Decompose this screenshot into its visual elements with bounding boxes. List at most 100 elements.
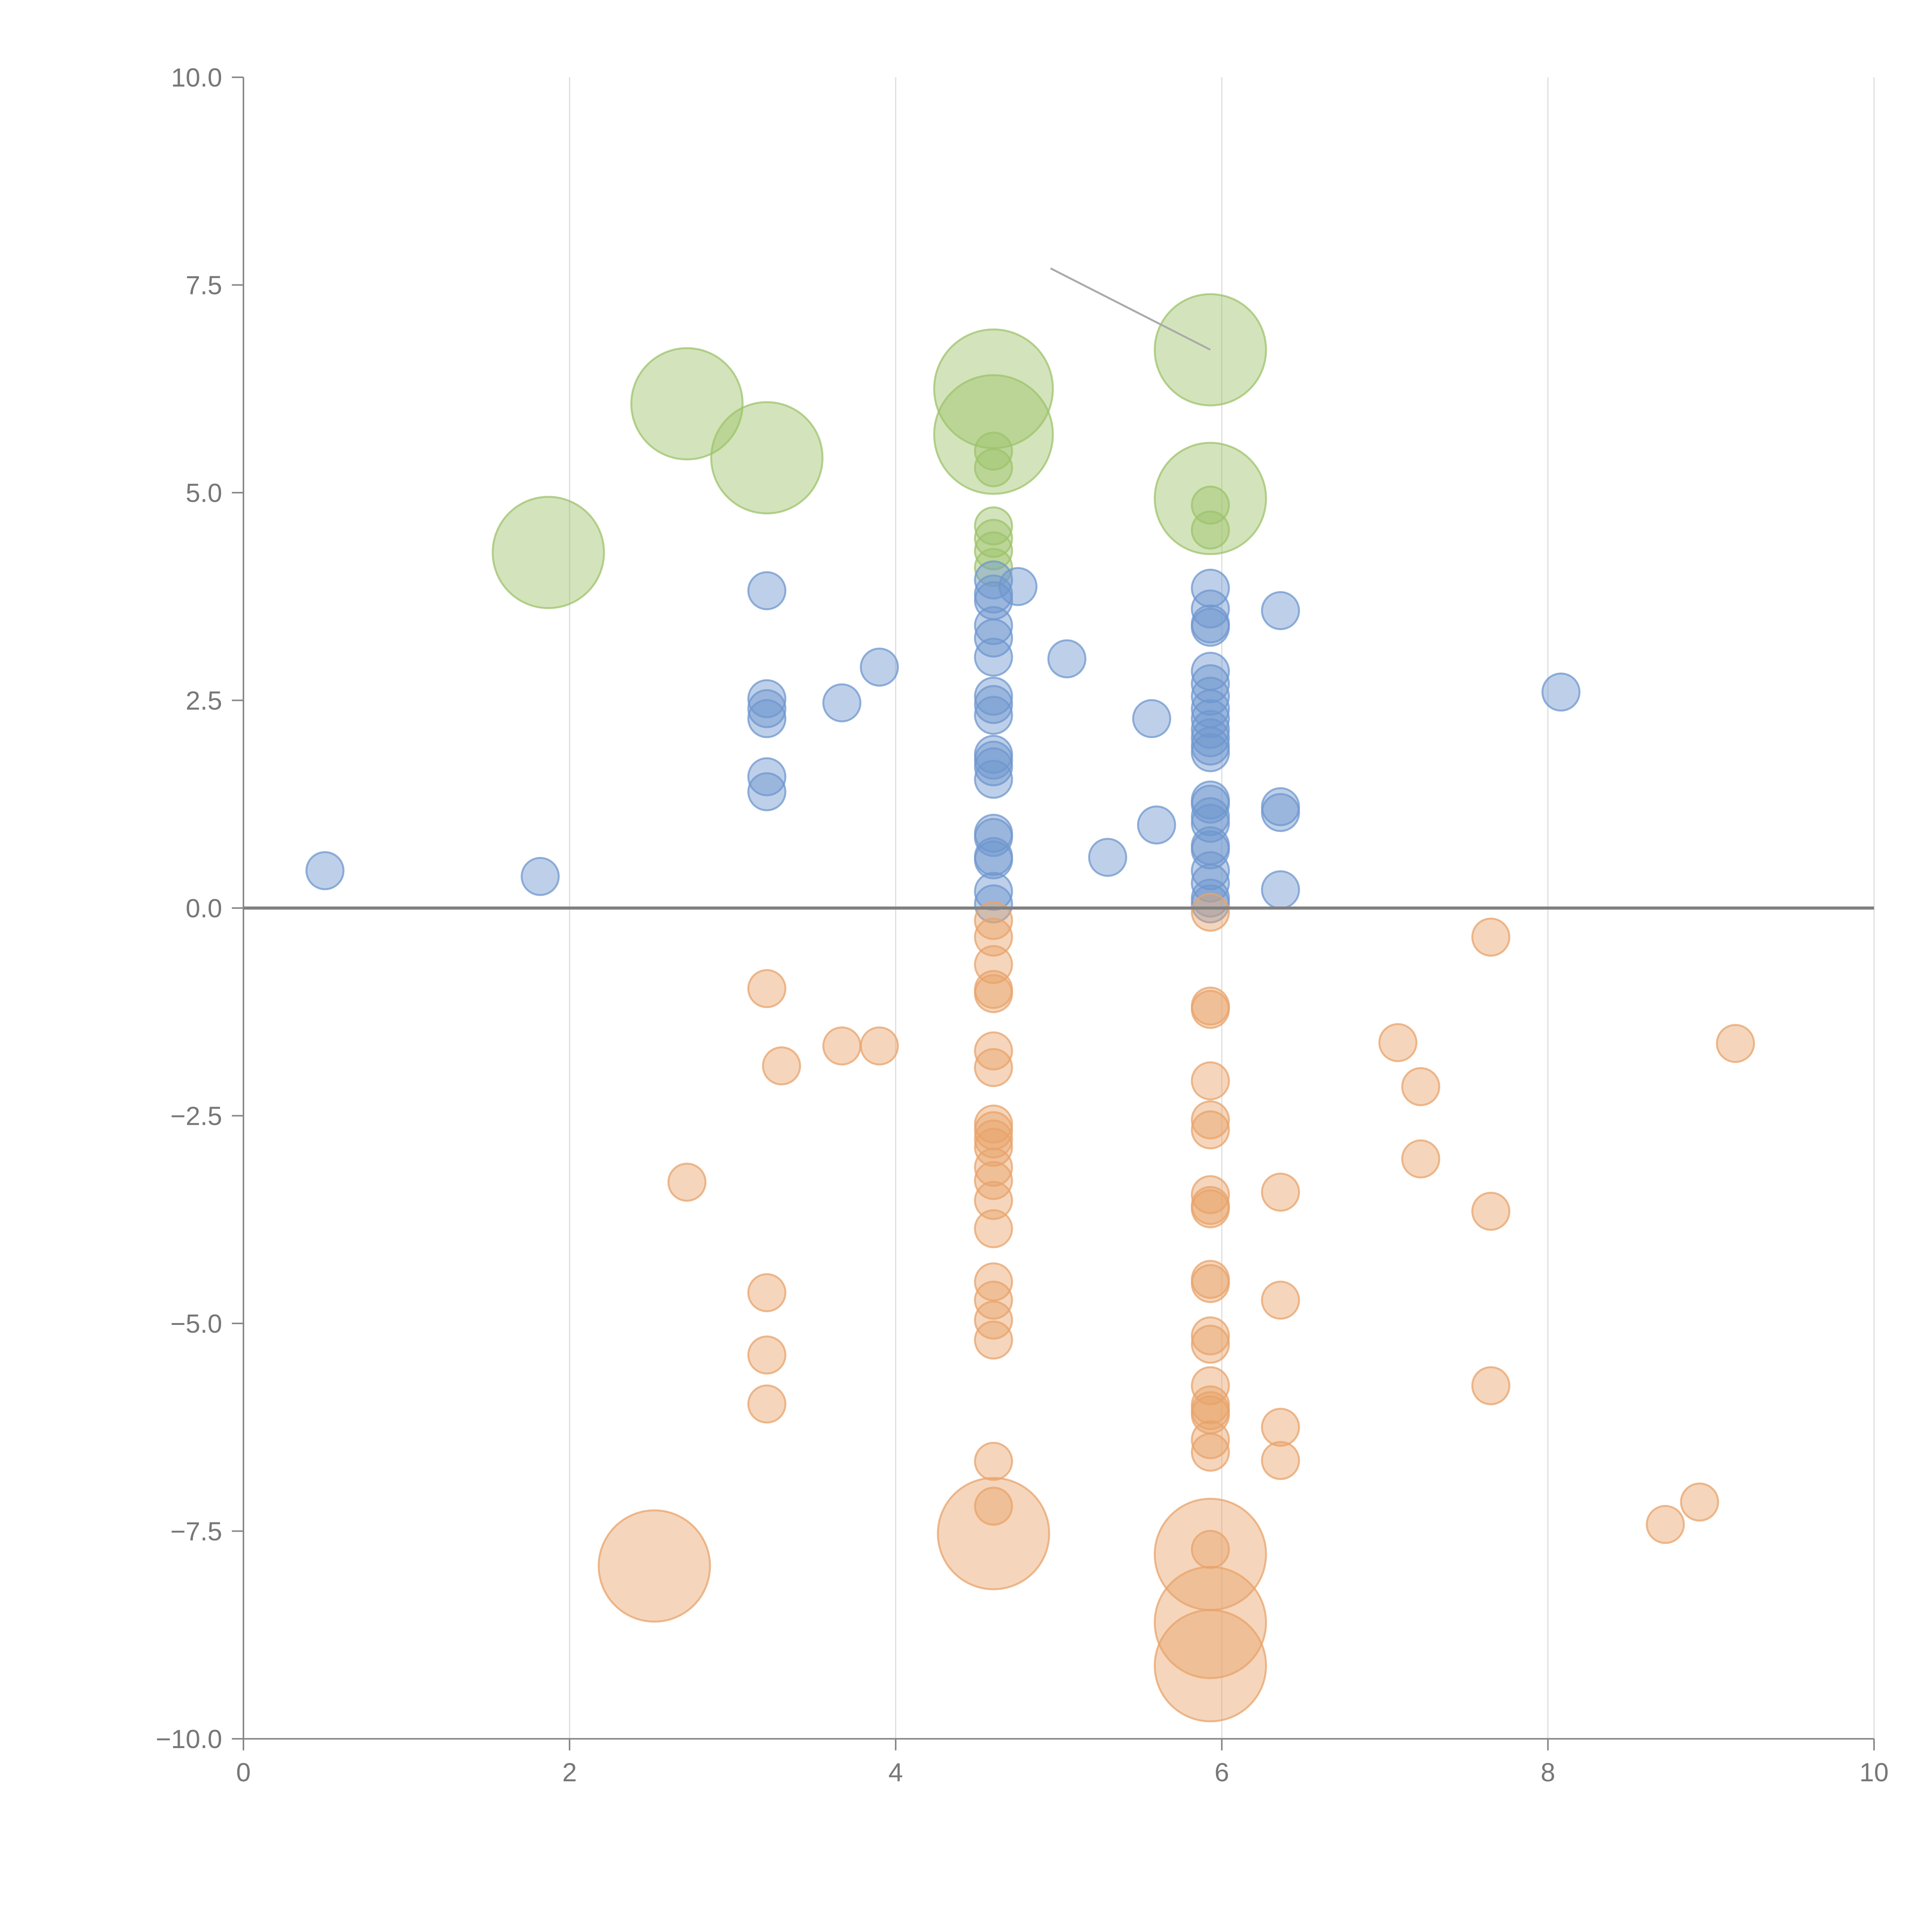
data-point-green (710, 401, 824, 515)
data-point-blue (822, 683, 862, 723)
data-point-orange (974, 1148, 1013, 1187)
data-point-blue (1190, 568, 1230, 608)
data-point-orange (597, 1509, 711, 1623)
data-point-orange (762, 1046, 801, 1085)
data-point-blue (974, 638, 1013, 677)
data-point-orange (1190, 990, 1230, 1029)
data-point-orange (1261, 1172, 1300, 1212)
y-tick-label: 2.5 (185, 686, 222, 716)
data-point-blue (1190, 830, 1230, 869)
data-point-orange (1401, 1139, 1440, 1179)
x-tick-label: 0 (236, 1758, 251, 1787)
data-point-orange (1261, 1408, 1300, 1447)
y-tick-label: −5.0 (170, 1309, 222, 1338)
data-point-blue (974, 696, 1013, 735)
data-point-orange (974, 1128, 1013, 1167)
data-point-orange (974, 974, 1013, 1013)
data-point-green (933, 374, 1054, 495)
x-tick-label: 4 (888, 1758, 903, 1787)
data-point-blue (747, 757, 787, 796)
y-tick-label: −7.5 (170, 1517, 222, 1546)
data-point-blue (974, 560, 1013, 600)
data-point-orange (974, 1281, 1013, 1320)
data-point-orange (1190, 1264, 1230, 1303)
data-point-orange (1190, 1100, 1230, 1139)
data-point-orange (1261, 1441, 1300, 1480)
data-point-orange (974, 1181, 1013, 1220)
data-point-blue (974, 872, 1013, 911)
data-point-orange (1471, 1366, 1510, 1405)
data-point-blue (1261, 870, 1300, 910)
data-point-blue (747, 772, 787, 811)
data-point-orange (1646, 1505, 1685, 1544)
data-point-orange (1190, 1189, 1230, 1228)
data-point-blue (974, 884, 1013, 923)
y-axis-ticks: 10.0 7.5 5.0 2.5 0.0 −2.5 −5.0 −7.5 −10.0 (156, 63, 243, 1754)
data-point-orange (937, 1477, 1050, 1590)
data-point-blue (1190, 851, 1230, 890)
data-point-green (974, 531, 1013, 570)
data-point-blue (974, 747, 1013, 786)
data-point-orange (667, 1163, 707, 1202)
data-point-orange (974, 1031, 1013, 1071)
data-point-blue (1088, 838, 1128, 877)
data-point-blue (1190, 677, 1230, 716)
data-point-blue (974, 685, 1013, 724)
data-point-orange (974, 1300, 1013, 1340)
data-point-blue (1047, 639, 1087, 679)
data-point-orange (1261, 1281, 1300, 1320)
data-point-blue (1190, 718, 1230, 757)
data-point-orange (1190, 1420, 1230, 1459)
data-points (305, 293, 1755, 1723)
data-point-green (1153, 442, 1267, 555)
data-point-orange (974, 1119, 1013, 1159)
data-point-blue (747, 689, 787, 728)
data-point-blue (1261, 591, 1300, 630)
x-tick-label: 10 (1859, 1758, 1889, 1787)
data-point-green (630, 347, 744, 461)
data-point-green (974, 448, 1013, 487)
data-point-blue (1190, 884, 1230, 923)
data-point-orange (1378, 1023, 1418, 1062)
x-axis-ticks: 0 2 4 6 8 10 (236, 1739, 1889, 1787)
data-point-blue (1541, 672, 1581, 712)
data-point-orange (1190, 893, 1230, 932)
data-point-orange (974, 1320, 1013, 1360)
data-point-orange (747, 1273, 787, 1312)
data-point-blue (998, 567, 1037, 606)
data-point-orange (1153, 1609, 1267, 1723)
data-point-blue (747, 571, 787, 611)
data-point-orange (974, 1442, 1013, 1481)
data-point-orange (747, 969, 787, 1009)
data-point-blue (974, 760, 1013, 799)
data-point-green (1190, 510, 1230, 550)
data-point-blue (747, 699, 787, 738)
callout-line (1050, 267, 1211, 351)
data-point-orange (822, 1026, 862, 1066)
data-point-orange (974, 1209, 1013, 1248)
x-tick-label: 2 (562, 1758, 577, 1787)
data-point-blue (305, 851, 345, 890)
y-tick-label: −10.0 (156, 1725, 222, 1754)
data-point-orange (1190, 1175, 1230, 1214)
data-point-green (492, 496, 605, 609)
data-point-blue (747, 679, 787, 718)
data-point-blue (1190, 710, 1230, 749)
data-point-orange (1471, 917, 1510, 957)
x-tick-label: 8 (1541, 1758, 1555, 1787)
data-point-blue (520, 857, 560, 896)
data-point-green (974, 432, 1013, 471)
data-point-green (933, 328, 1054, 449)
data-point-orange (974, 917, 1013, 957)
data-point-orange (1680, 1482, 1719, 1522)
data-point-orange (1401, 1067, 1440, 1106)
data-point-orange (974, 1486, 1013, 1526)
data-point-orange (1190, 1432, 1230, 1472)
data-point-blue (974, 606, 1013, 645)
data-point-blue (1190, 864, 1230, 903)
data-point-orange (1190, 1061, 1230, 1100)
y-tick-label: 5.0 (185, 478, 222, 508)
y-tick-label: 0.0 (185, 894, 222, 923)
data-point-blue (1261, 793, 1300, 832)
